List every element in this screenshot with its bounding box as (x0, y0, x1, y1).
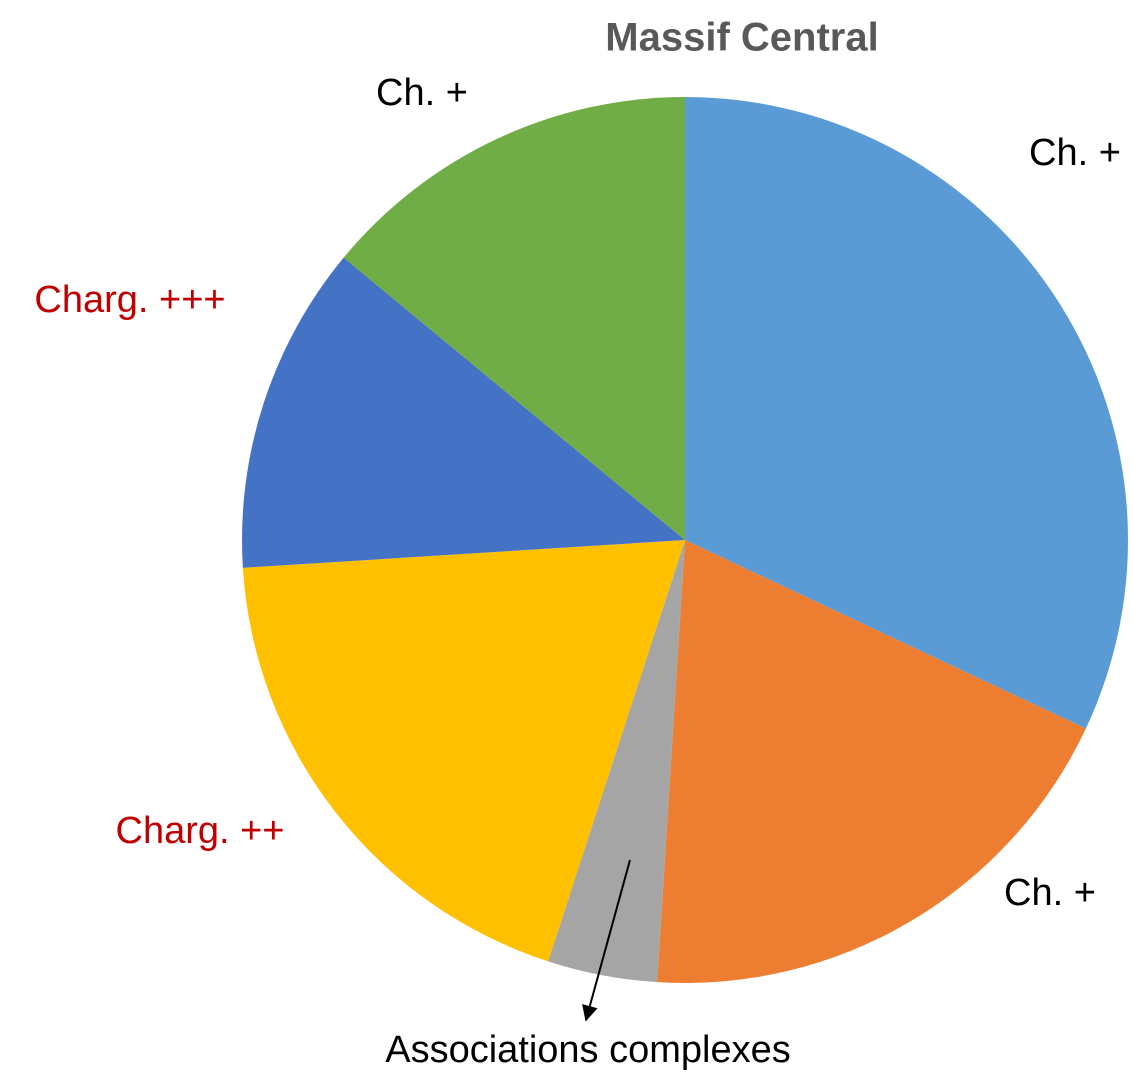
pie-slice (242, 257, 685, 568)
pie-slice (657, 540, 1086, 983)
pie-slice (685, 97, 1128, 729)
pie-slice (343, 97, 685, 540)
pie-slice (242, 540, 686, 962)
pie-slice (548, 540, 685, 983)
slice-label: Charg. ++ (116, 810, 285, 852)
chart-title: Massif Central (605, 16, 878, 60)
slice-label: Charg. +++ (34, 279, 225, 321)
slice-label: Ch. + (1029, 132, 1121, 174)
leader-arrow (582, 859, 631, 1022)
slice-label: Ch. + (1004, 872, 1096, 914)
slice-label: Associations complexes (385, 1029, 791, 1071)
pie (242, 97, 1128, 983)
slice-label: Ch. + (376, 72, 468, 114)
